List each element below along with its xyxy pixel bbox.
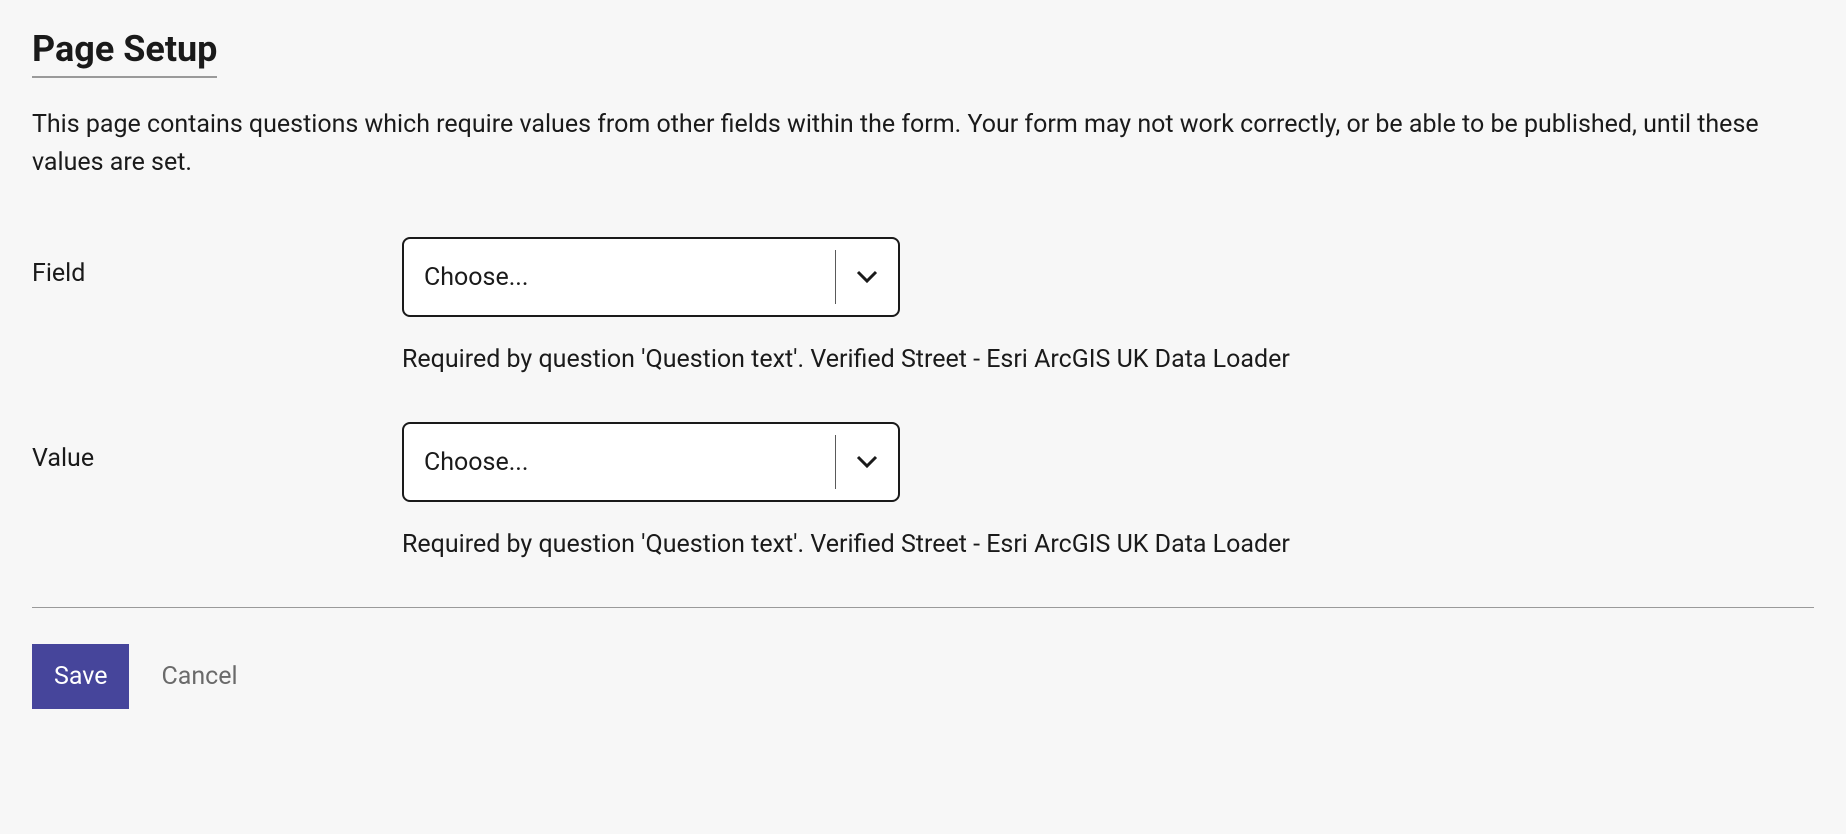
chevron-down-icon — [836, 270, 898, 284]
field-row: Field Choose... Required by question 'Qu… — [32, 237, 1814, 374]
save-button[interactable]: Save — [32, 644, 129, 709]
page-title: Page Setup — [32, 28, 217, 78]
value-label: Value — [32, 422, 402, 473]
chevron-down-icon — [836, 455, 898, 469]
value-row: Value Choose... Required by question 'Qu… — [32, 422, 1814, 559]
field-help-text: Required by question 'Question text'. Ve… — [402, 345, 1814, 374]
value-control-wrapper: Choose... Required by question 'Question… — [402, 422, 1814, 559]
section-divider — [32, 607, 1814, 608]
value-select[interactable]: Choose... — [402, 422, 900, 502]
field-select[interactable]: Choose... — [402, 237, 900, 317]
value-help-text: Required by question 'Question text'. Ve… — [402, 530, 1814, 559]
field-control-wrapper: Choose... Required by question 'Question… — [402, 237, 1814, 374]
cancel-button[interactable]: Cancel — [153, 644, 245, 709]
page-description: This page contains questions which requi… — [32, 106, 1814, 181]
field-select-value: Choose... — [404, 263, 835, 292]
value-select-value: Choose... — [404, 448, 835, 477]
field-label: Field — [32, 237, 402, 288]
button-row: Save Cancel — [32, 644, 1814, 709]
